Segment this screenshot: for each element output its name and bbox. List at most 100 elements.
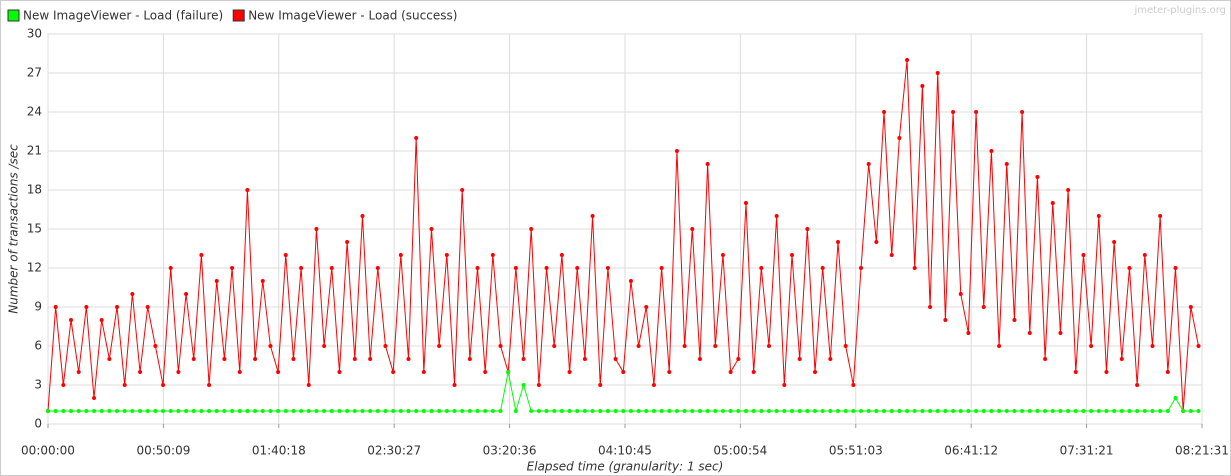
data-point [46, 409, 50, 413]
data-point [974, 110, 979, 114]
data-point [575, 266, 580, 270]
data-point [843, 409, 848, 413]
data-point [905, 58, 910, 62]
data-point [1081, 253, 1086, 257]
watermark: jmeter-plugins.org [1133, 5, 1226, 16]
data-point [743, 201, 748, 205]
data-point [1150, 409, 1155, 413]
x-tick-label: 08:21:31 [1175, 444, 1229, 458]
data-point [237, 409, 242, 413]
data-point [360, 214, 365, 218]
data-point [260, 409, 265, 413]
data-point [644, 305, 649, 309]
data-point [391, 370, 396, 374]
data-point [153, 344, 158, 348]
data-point [728, 370, 733, 374]
data-point [521, 383, 526, 387]
data-point [544, 266, 549, 270]
data-point [1020, 110, 1025, 114]
data-point [414, 136, 419, 140]
y-tick-label: 18 [27, 183, 42, 197]
data-point [529, 227, 534, 231]
data-point [92, 396, 97, 400]
data-point [866, 409, 871, 413]
data-point [1089, 409, 1094, 413]
data-point [1165, 409, 1170, 413]
data-point [912, 409, 917, 413]
data-point [421, 409, 426, 413]
data-point [138, 409, 143, 413]
data-point [866, 162, 871, 166]
data-point [291, 357, 296, 361]
data-point [759, 409, 764, 413]
data-point [429, 409, 434, 413]
data-point [836, 409, 841, 413]
x-tick-label: 05:51:03 [829, 444, 883, 458]
data-point [774, 409, 779, 413]
data-point [329, 266, 334, 270]
data-point [552, 344, 557, 348]
data-point [1012, 409, 1017, 413]
data-point [636, 344, 641, 348]
data-point [966, 409, 971, 413]
data-point [851, 383, 856, 387]
y-axis-label: Number of transactions /sec [7, 144, 21, 314]
data-point [199, 253, 204, 257]
data-point [245, 188, 250, 192]
data-point [981, 305, 986, 309]
x-tick-label: 02:30:27 [367, 444, 421, 458]
data-point [1043, 409, 1048, 413]
data-point [559, 253, 564, 257]
data-point [797, 409, 802, 413]
data-point [99, 318, 104, 322]
data-point [1188, 409, 1193, 413]
data-point [1050, 201, 1055, 205]
data-point [398, 409, 403, 413]
data-point [230, 409, 235, 413]
data-point [322, 344, 327, 348]
data-point [882, 110, 887, 114]
y-tick-label: 30 [27, 27, 42, 41]
data-point [820, 266, 825, 270]
data-point [207, 383, 212, 387]
data-point [467, 357, 472, 361]
data-point [429, 227, 434, 231]
data-point [322, 409, 327, 413]
data-point [743, 409, 748, 413]
legend-label: New ImageViewer - Load (failure) [23, 9, 223, 23]
data-point [797, 357, 802, 361]
x-tick-label: 00:00:00 [21, 444, 75, 458]
data-point [713, 344, 718, 348]
y-tick-label: 0 [34, 417, 42, 431]
data-point [920, 84, 925, 88]
data-point [766, 409, 771, 413]
data-point [130, 409, 135, 413]
x-axis-label: Elapsed time (granularity: 1 sec) [527, 460, 724, 474]
data-point [230, 266, 235, 270]
data-point [452, 383, 457, 387]
data-point [859, 409, 864, 413]
data-point [161, 409, 166, 413]
data-point [452, 409, 457, 413]
data-point [1066, 409, 1071, 413]
data-point [958, 292, 963, 296]
data-point [667, 409, 672, 413]
data-point [682, 409, 687, 413]
data-point [705, 409, 710, 413]
x-tick-label: 03:20:36 [483, 444, 537, 458]
data-point [1096, 409, 1101, 413]
data-point [207, 409, 212, 413]
data-point [1158, 409, 1163, 413]
data-point [138, 370, 143, 374]
data-point [690, 227, 695, 231]
data-point [191, 357, 196, 361]
data-point [559, 409, 564, 413]
data-point [107, 357, 112, 361]
data-point [268, 344, 273, 348]
data-point [1127, 266, 1132, 270]
data-point [766, 344, 771, 348]
data-point [813, 409, 818, 413]
data-point [889, 409, 894, 413]
data-point [621, 409, 626, 413]
